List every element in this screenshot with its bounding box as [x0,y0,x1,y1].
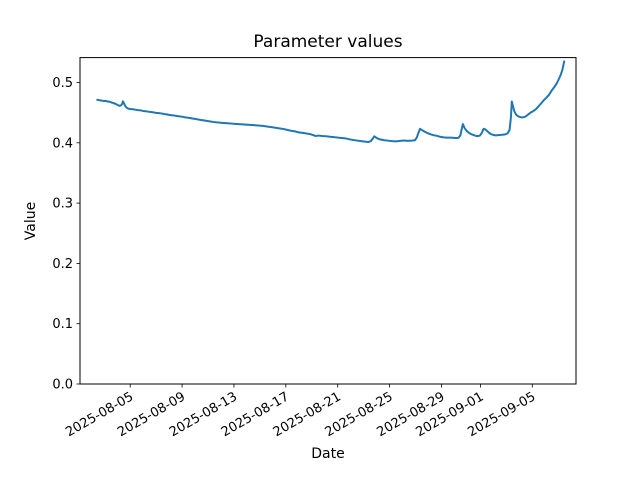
y-axis-label: Value [23,201,39,241]
y-tick-label: 0.1 [52,317,73,332]
axes-frame [79,57,577,385]
y-tick-label: 0.3 [52,197,73,212]
chart-title: Parameter values [253,32,403,52]
x-axis-label: Date [311,446,345,462]
data-line [96,60,566,144]
y-tick-label: 0.2 [52,257,73,272]
y-tick-label: 0.0 [52,378,73,393]
y-tick-label: 0.4 [52,136,73,151]
y-tick-label: 0.5 [52,76,73,91]
